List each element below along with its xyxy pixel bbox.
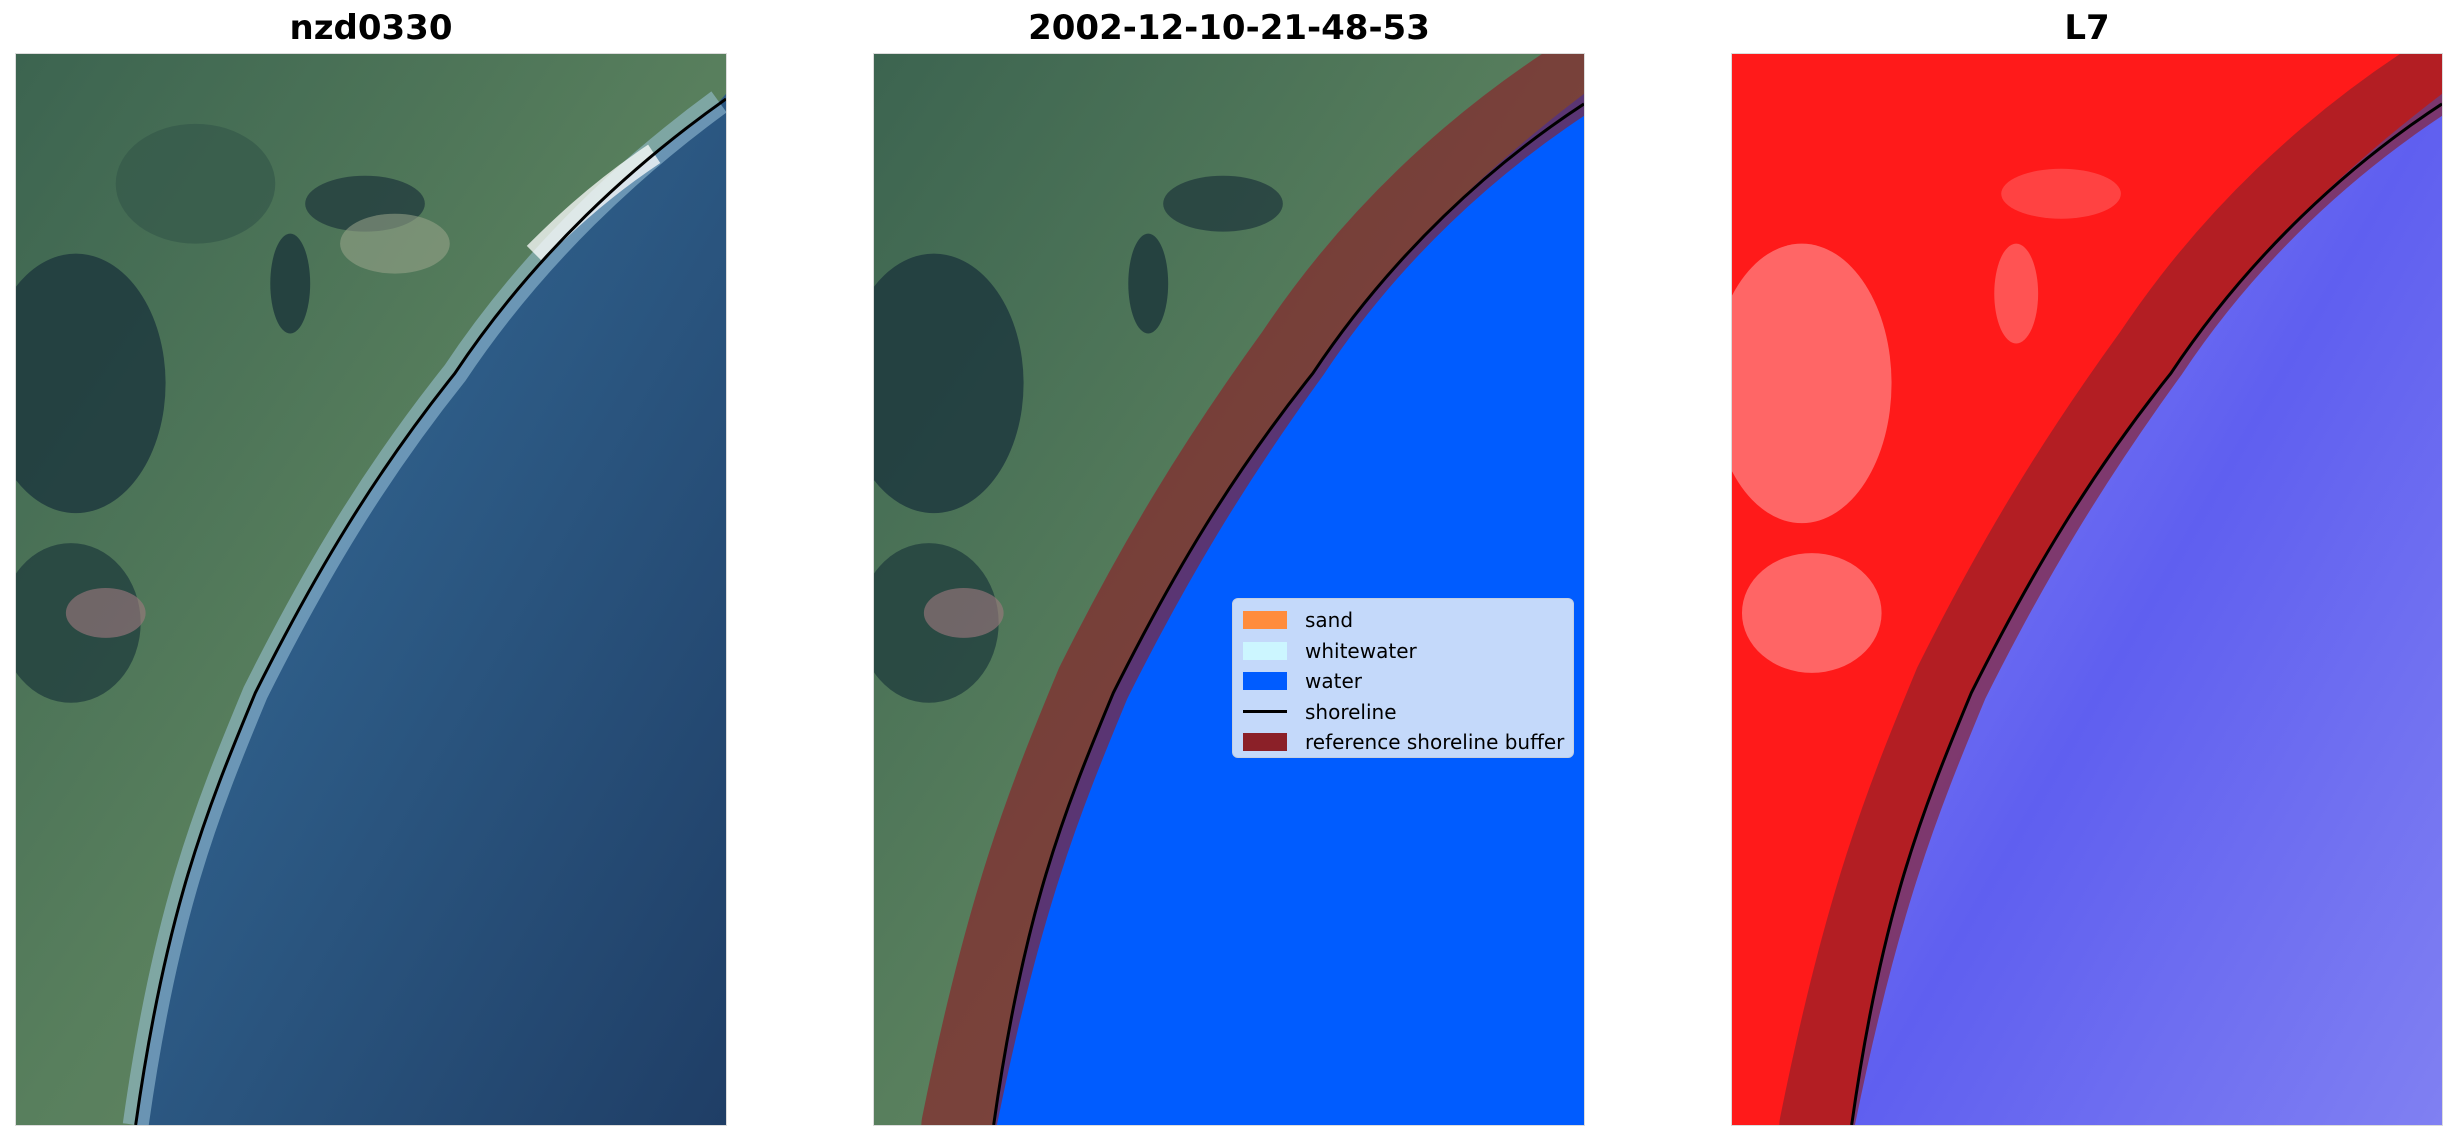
legend-label: whitewater (1305, 638, 1417, 663)
water-index-panel (1731, 53, 2443, 1126)
index-bright-patch (1732, 243, 1892, 524)
panel-title-classified: 2002-12-10-21-48-53 (1028, 8, 1430, 48)
legend-label: water (1305, 669, 1362, 694)
legend-line-shoreline (1243, 710, 1287, 714)
forest-patch (874, 253, 1024, 514)
classified-image-panel (873, 53, 1585, 1126)
legend-swatch-buffer (1243, 733, 1287, 752)
panel-title-index: L7 (2064, 8, 2110, 48)
shoreline-line (992, 102, 1584, 1125)
forest-patch (115, 123, 276, 244)
legend-label: shoreline (1305, 699, 1397, 724)
forest-patch (270, 233, 311, 334)
index-bright-patch (1994, 243, 2039, 344)
water-index-image (1732, 54, 2442, 1125)
satellite-image-panel (15, 53, 727, 1126)
legend-item-water: water (1243, 666, 1563, 697)
shoreline-line (134, 97, 726, 1125)
index-bright-patch (1741, 553, 1882, 673)
legend-item-sand: sand (1243, 605, 1563, 636)
satellite-image (16, 54, 726, 1125)
field-patch (340, 213, 450, 274)
settlement-patch (65, 588, 146, 638)
sea-area (135, 93, 726, 1125)
forest-patch (16, 253, 166, 514)
index-bright-patch (2001, 168, 2121, 219)
legend-swatch-water (1243, 672, 1287, 691)
reference-shoreline-buffer (1779, 54, 2442, 1125)
legend-swatch-sand (1243, 611, 1287, 630)
forest-patch (1128, 233, 1169, 334)
index-water-area (1851, 93, 2442, 1125)
legend-item-whitewater: whitewater (1243, 636, 1563, 667)
reference-shoreline-buffer (921, 54, 1584, 1125)
legend-swatch-whitewater (1243, 641, 1287, 660)
legend: sand whitewater water shoreline referenc… (1232, 598, 1574, 758)
legend-label: reference shoreline buffer (1305, 730, 1565, 755)
classified-image (874, 54, 1584, 1125)
beach-sand (526, 144, 661, 262)
legend-item-buffer: reference shoreline buffer (1243, 727, 1565, 758)
panel-title-rgb: nzd0330 (289, 8, 453, 48)
settlement-patch (923, 588, 1004, 638)
legend-label: sand (1305, 608, 1354, 633)
shoreline-line (1850, 102, 2442, 1125)
legend-item-shoreline: shoreline (1243, 697, 1563, 728)
forest-patch (1163, 175, 1283, 232)
